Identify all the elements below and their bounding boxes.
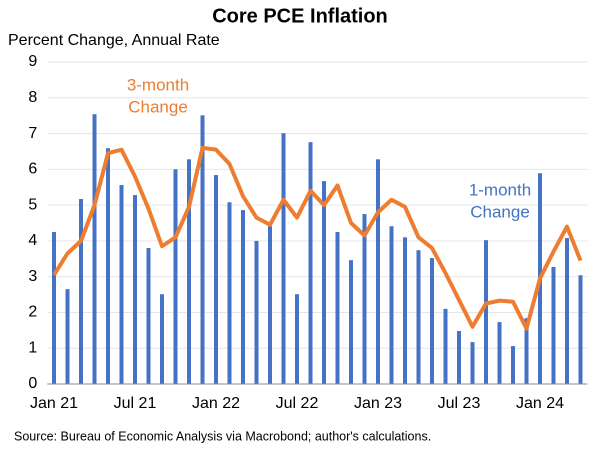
bar: [79, 199, 83, 384]
bar: [308, 142, 313, 384]
bar: [362, 214, 367, 384]
bar: [268, 226, 272, 384]
bar: [349, 260, 353, 384]
source-note: Source: Bureau of Economic Analysis via …: [14, 429, 431, 443]
y-tick-label: 9: [28, 53, 37, 70]
y-tick-label: 6: [28, 161, 37, 178]
chart-title: Core PCE Inflation: [212, 5, 388, 27]
bar: [65, 289, 70, 384]
bar: [335, 231, 340, 384]
y-tick-label: 1: [28, 339, 37, 356]
bar: [457, 331, 461, 384]
x-tick-label: Jul 23: [438, 395, 481, 412]
bar: [52, 231, 56, 384]
bar: [416, 250, 421, 384]
annotation: Change: [128, 97, 188, 116]
x-tick-label: Jan 24: [516, 395, 564, 412]
x-tick-label: Jan 23: [354, 395, 402, 412]
bar: [146, 248, 151, 384]
bar: [511, 346, 515, 384]
bar: [295, 294, 299, 384]
x-tick-label: Jan 21: [30, 395, 78, 412]
bar: [376, 159, 380, 384]
y-axis-label: Percent Change, Annual Rate: [8, 32, 220, 49]
bar: [214, 175, 218, 384]
bar: [470, 342, 475, 384]
line: [52, 145, 583, 331]
y-tick-label: 2: [28, 304, 37, 321]
bar: [106, 148, 110, 384]
bar: [119, 185, 124, 384]
bar: [389, 226, 394, 384]
bar: [173, 169, 178, 384]
annotation: Change: [470, 202, 530, 221]
annotation: 1-month: [469, 180, 531, 199]
y-tick-label: 3: [28, 268, 37, 285]
x-tick-label: Jan 22: [192, 395, 240, 412]
bar: [241, 210, 245, 384]
y-tick-label: 0: [28, 375, 37, 392]
y-tick-label: 5: [28, 196, 37, 213]
bar: [187, 159, 191, 384]
bar: [430, 258, 434, 384]
bar: [484, 240, 488, 384]
y-tick-label: 8: [28, 89, 37, 106]
bar: [403, 237, 407, 384]
bar: [160, 294, 164, 384]
bar: [578, 275, 583, 384]
bar: [497, 322, 502, 384]
bar: [551, 267, 556, 384]
annotation: 3-month: [127, 75, 189, 94]
bar: [227, 202, 232, 384]
bar: [565, 238, 569, 384]
x-tick-label: Jul 22: [276, 395, 319, 412]
bar: [281, 133, 286, 384]
y-tick-label: 7: [28, 125, 37, 142]
bar: [133, 195, 137, 384]
bar: [443, 308, 448, 384]
bar: [322, 181, 326, 384]
bar: [524, 318, 529, 384]
x-tick-label: Jul 21: [114, 395, 157, 412]
bar: [200, 115, 205, 384]
y-tick-label: 4: [28, 232, 37, 249]
bar: [254, 240, 259, 384]
bar: [92, 114, 97, 384]
